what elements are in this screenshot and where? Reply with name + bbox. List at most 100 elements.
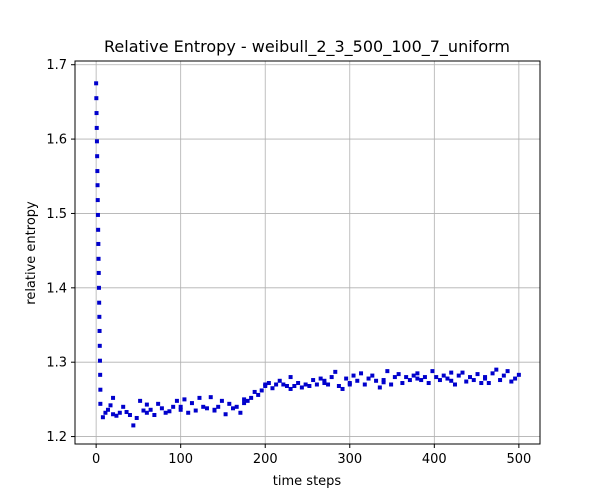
data-point (178, 404, 183, 409)
data-point (152, 412, 157, 417)
data-point (216, 404, 221, 409)
data-point (171, 404, 176, 409)
data-point (437, 378, 442, 383)
data-point (452, 382, 457, 387)
data-point (159, 406, 164, 411)
data-point (227, 401, 232, 406)
data-point (362, 382, 367, 387)
data-point (96, 241, 101, 246)
data-point (95, 154, 100, 159)
y-tick-label: 1.3 (46, 356, 67, 371)
data-point (124, 410, 129, 415)
data-point (311, 378, 316, 383)
data-point (392, 375, 397, 380)
data-point (434, 375, 439, 380)
data-point (396, 372, 401, 377)
data-point (314, 382, 319, 387)
data-point (464, 379, 469, 384)
data-point (415, 376, 420, 381)
data-point (400, 381, 405, 386)
data-point (234, 404, 239, 409)
data-point (174, 398, 179, 403)
data-point (134, 415, 139, 420)
grid (75, 61, 540, 444)
x-axis-label: time steps (273, 474, 342, 489)
data-point (178, 407, 183, 412)
data-point (426, 381, 431, 386)
data-points (94, 81, 521, 428)
data-point (296, 381, 301, 386)
data-point (141, 408, 146, 413)
data-point (449, 378, 454, 383)
data-point (288, 386, 293, 391)
data-point (96, 256, 101, 261)
y-tick-label: 1.5 (46, 207, 67, 222)
data-point (270, 386, 275, 391)
data-point (281, 382, 286, 387)
data-point (347, 382, 352, 387)
data-point (114, 413, 119, 418)
data-point (516, 372, 521, 377)
data-point (94, 96, 99, 101)
data-point (336, 383, 341, 388)
data-point (97, 300, 102, 305)
x-tick-label: 500 (506, 452, 531, 467)
x-tick-label: 300 (337, 452, 362, 467)
data-point (355, 378, 360, 383)
data-point (138, 398, 143, 403)
data-point (366, 376, 371, 381)
y-tick-label: 1.2 (46, 430, 67, 445)
y-tick-label: 1.7 (46, 58, 67, 73)
data-point (182, 397, 187, 402)
y-tick-label: 1.6 (46, 133, 67, 148)
data-point (377, 385, 382, 390)
data-point (329, 375, 334, 380)
data-point (186, 410, 191, 415)
data-point (242, 397, 247, 402)
y-tick-label: 1.4 (46, 281, 67, 296)
plot-frame (74, 60, 541, 445)
data-point (385, 369, 390, 374)
data-point (381, 378, 386, 383)
data-point (284, 383, 289, 388)
data-point (486, 381, 491, 386)
chart-title: Relative Entropy - weibull_2_3_500_100_7… (104, 37, 510, 57)
data-point (256, 392, 261, 397)
data-point (94, 125, 99, 130)
y-axis-label: relative entropy (24, 201, 39, 305)
x-tick-label: 0 (92, 452, 100, 467)
data-point (204, 406, 209, 411)
data-point (483, 375, 488, 380)
data-point (471, 378, 476, 383)
data-point (513, 376, 518, 381)
x-tick-label: 100 (168, 452, 193, 467)
data-point (245, 398, 250, 403)
data-point (333, 369, 338, 374)
data-point (318, 376, 323, 381)
data-point (381, 380, 386, 385)
data-point (430, 369, 435, 374)
data-point (249, 395, 254, 400)
data-point (111, 412, 116, 417)
data-point (95, 169, 100, 174)
data-point (144, 410, 149, 415)
data-point (299, 385, 304, 390)
data-point (479, 381, 484, 386)
data-point (322, 381, 327, 386)
data-point (274, 382, 279, 387)
data-point (111, 395, 116, 400)
data-point (167, 409, 172, 414)
data-point (212, 408, 217, 413)
data-point (121, 404, 126, 409)
data-point (415, 371, 420, 376)
data-point (94, 111, 99, 116)
data-point (98, 387, 103, 392)
data-point (449, 370, 454, 375)
data-point (108, 403, 113, 408)
data-point (94, 139, 99, 144)
data-point (351, 373, 356, 378)
data-point (95, 212, 100, 217)
data-point (219, 398, 224, 403)
data-point (97, 328, 102, 333)
